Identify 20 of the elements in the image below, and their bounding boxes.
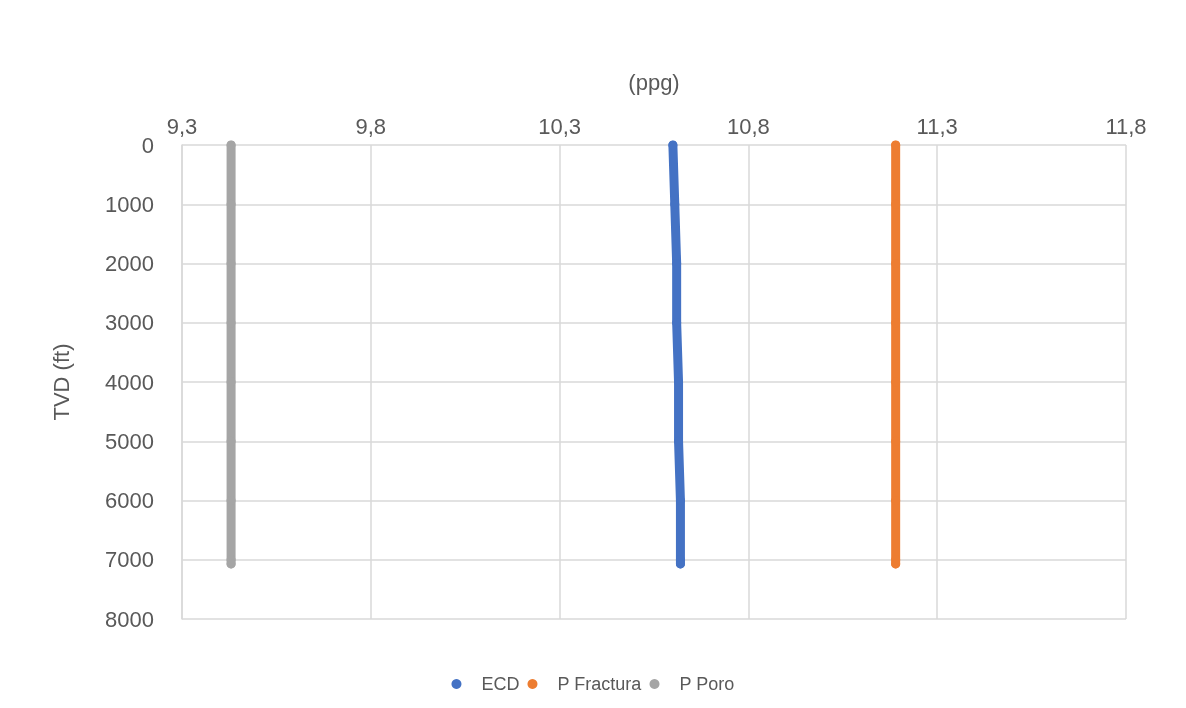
y-tick-label: 0 <box>141 132 154 158</box>
x-tick-label: 11,3 <box>916 113 958 139</box>
legend-label: P Poro <box>679 674 735 694</box>
y-tick-label: 2000 <box>105 251 154 276</box>
legend-label: P Fractura <box>557 674 643 694</box>
y-tick-label: 1000 <box>105 191 154 217</box>
x-tick-label: 9,3 <box>166 113 198 139</box>
y-tick-label: 3000 <box>105 310 154 336</box>
y-tick-label: 8000 <box>105 606 154 632</box>
y-tick-label: 4000 <box>105 369 154 395</box>
x-axis-title: (ppg) <box>628 69 680 95</box>
y-axis-title: TVD (ft) <box>48 343 74 421</box>
x-tick-label: 10,3 <box>538 113 582 139</box>
x-tick-label: 10,8 <box>726 113 770 139</box>
x-tick-label: 9,8 <box>355 113 387 139</box>
y-tick-label: 7000 <box>105 547 154 573</box>
legend-label: ECD <box>481 674 520 694</box>
y-tick-label: 6000 <box>105 488 154 513</box>
x-tick-label: 11,8 <box>1105 113 1147 139</box>
y-tick-label: 5000 <box>105 428 154 454</box>
